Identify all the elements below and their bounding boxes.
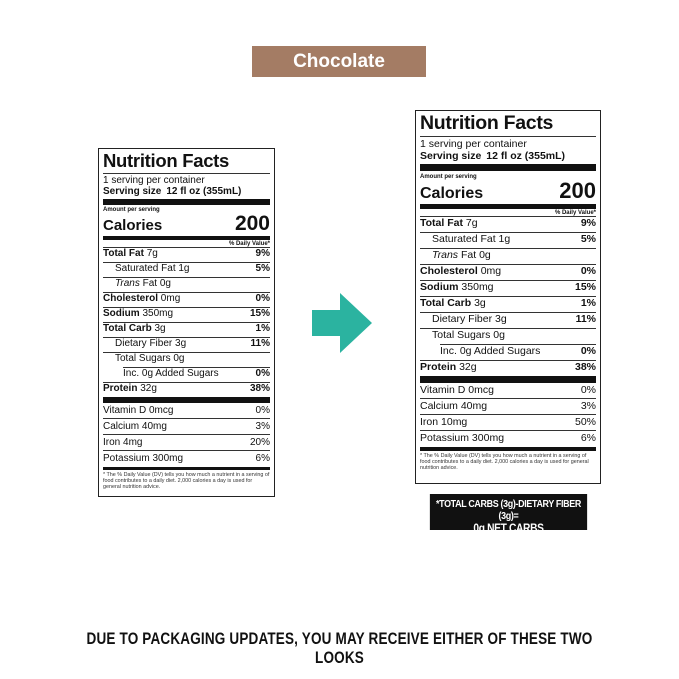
sodium-amount: 350mg — [461, 280, 494, 293]
cholesterol-dv: 0% — [580, 264, 596, 277]
vitamin-d: Vitamin D 0mcg — [103, 404, 174, 416]
iron-dv: 50% — [574, 416, 596, 428]
added-sugars: Inc. 0g Added Sugars — [123, 367, 219, 379]
cholesterol-label: Cholesterol — [420, 264, 478, 277]
nutrition-label-old: Nutrition Facts 1 serving per container … — [98, 148, 275, 497]
potassium: Potassium 300mg — [103, 452, 184, 464]
iron-dv: 20% — [249, 436, 270, 448]
vitamin-d-dv: 0% — [255, 404, 270, 416]
potassium-dv: 6% — [255, 452, 270, 464]
protein-amount: 32g — [459, 360, 477, 373]
dietary-fiber: Dietary Fiber 3g — [115, 337, 187, 349]
iron: Iron 10mg — [420, 416, 468, 428]
dietary-fiber-dv: 11% — [575, 312, 596, 325]
trans-fat: Fat 0g — [139, 277, 171, 289]
protein-amount: 32g — [140, 382, 157, 394]
total-fat-amount: 7g — [146, 247, 158, 259]
total-fat-dv: 9% — [580, 216, 596, 229]
total-fat-label: Total Fat — [420, 216, 463, 229]
protein-dv: 38% — [249, 382, 270, 394]
sodium-dv: 15% — [574, 280, 596, 293]
potassium: Potassium 300mg — [420, 432, 505, 444]
amount-per-serving: Amount per serving — [420, 173, 477, 180]
cholesterol-label: Cholesterol — [103, 292, 159, 304]
trans-fat: Fat 0g — [458, 248, 491, 261]
sodium-label: Sodium — [103, 307, 140, 319]
total-fat-label: Total Fat — [103, 247, 144, 259]
label-title: Nutrition Facts — [103, 150, 230, 171]
protein-dv: 38% — [574, 360, 596, 373]
sodium-amount: 350mg — [142, 307, 174, 319]
serving-size-label: Serving size — [420, 149, 482, 162]
flavor-badge: Chocolate — [252, 46, 426, 77]
calcium: Calcium 40mg — [420, 400, 488, 412]
total-carb-label: Total Carb — [103, 322, 152, 334]
added-sugars: Inc. 0g Added Sugars — [440, 344, 541, 357]
calcium-dv: 3% — [580, 400, 596, 412]
calories-label: Calories — [103, 216, 163, 234]
arrow-shape — [312, 293, 372, 353]
calories-label: Calories — [420, 184, 484, 202]
added-sugars-dv: 0% — [255, 367, 270, 379]
cholesterol-amount: 0mg — [480, 264, 502, 277]
calcium-dv: 3% — [255, 420, 270, 432]
saturated-fat: Saturated Fat 1g — [432, 232, 511, 245]
saturated-fat-dv: 5% — [255, 262, 270, 274]
calories-value: 200 — [559, 177, 596, 203]
serving-size-label: Serving size — [103, 185, 162, 197]
daily-value-footnote: * The % Daily Value (DV) tells you how m… — [103, 471, 270, 491]
calcium: Calcium 40mg — [103, 420, 167, 432]
potassium-dv: 6% — [580, 432, 596, 444]
daily-value-footnote: * The % Daily Value (DV) tells you how m… — [420, 452, 589, 472]
serving-size-value: 12 fl oz (355mL) — [486, 149, 566, 162]
added-sugars-dv: 0% — [580, 344, 596, 357]
total-sugars: Total Sugars 0g — [115, 352, 185, 364]
sodium-dv: 15% — [249, 307, 270, 319]
protein-label: Protein — [420, 360, 457, 373]
saturated-fat-dv: 5% — [580, 232, 596, 245]
total-carb-amount: 3g — [474, 296, 486, 309]
nutrition-label-new: Nutrition Facts 1 serving per container … — [415, 110, 601, 484]
dietary-fiber-dv: 11% — [250, 337, 270, 349]
iron: Iron 4mg — [103, 436, 143, 448]
dietary-fiber: Dietary Fiber 3g — [432, 312, 507, 325]
net-carbs-result: 0g NET CARBS — [473, 521, 544, 535]
total-carb-dv: 1% — [255, 322, 270, 334]
packaging-notice: DUE TO PACKAGING UPDATES, YOU MAY RECEIV… — [86, 630, 593, 667]
total-fat-amount: 7g — [465, 216, 478, 229]
total-carb-dv: 1% — [580, 296, 596, 309]
servings-per-container: 1 serving per container — [103, 174, 205, 186]
total-carb-amount: 3g — [154, 322, 166, 334]
vitamin-d: Vitamin D 0mcg — [420, 384, 494, 396]
servings-per-container: 1 serving per container — [420, 137, 527, 150]
calories-value: 200 — [234, 211, 270, 235]
amount-per-serving: Amount per serving — [103, 206, 160, 213]
serving-size-value: 12 fl oz (355mL) — [166, 185, 242, 197]
cholesterol-amount: 0mg — [160, 292, 181, 304]
protein-label: Protein — [103, 382, 138, 394]
total-fat-dv: 9% — [255, 247, 270, 259]
total-carb-label: Total Carb — [420, 296, 472, 309]
total-sugars: Total Sugars 0g — [432, 328, 505, 341]
arrow-right-icon — [312, 293, 372, 353]
cholesterol-dv: 0% — [255, 292, 270, 304]
saturated-fat: Saturated Fat 1g — [115, 262, 190, 274]
net-carbs-equation: *TOTAL CARBS (3g)-DIETARY FIBER (3g)= — [435, 498, 581, 522]
daily-value-header: % Daily Value* — [228, 240, 270, 247]
trans-label: Trans — [432, 248, 459, 261]
sodium-label: Sodium — [420, 280, 459, 293]
daily-value-header: % Daily Value* — [554, 209, 596, 216]
net-carbs-banner: *TOTAL CARBS (3g)-DIETARY FIBER (3g)= 0g… — [429, 494, 588, 534]
label-title: Nutrition Facts — [420, 112, 554, 134]
trans-label: Trans — [115, 277, 140, 289]
vitamin-d-dv: 0% — [580, 384, 596, 396]
